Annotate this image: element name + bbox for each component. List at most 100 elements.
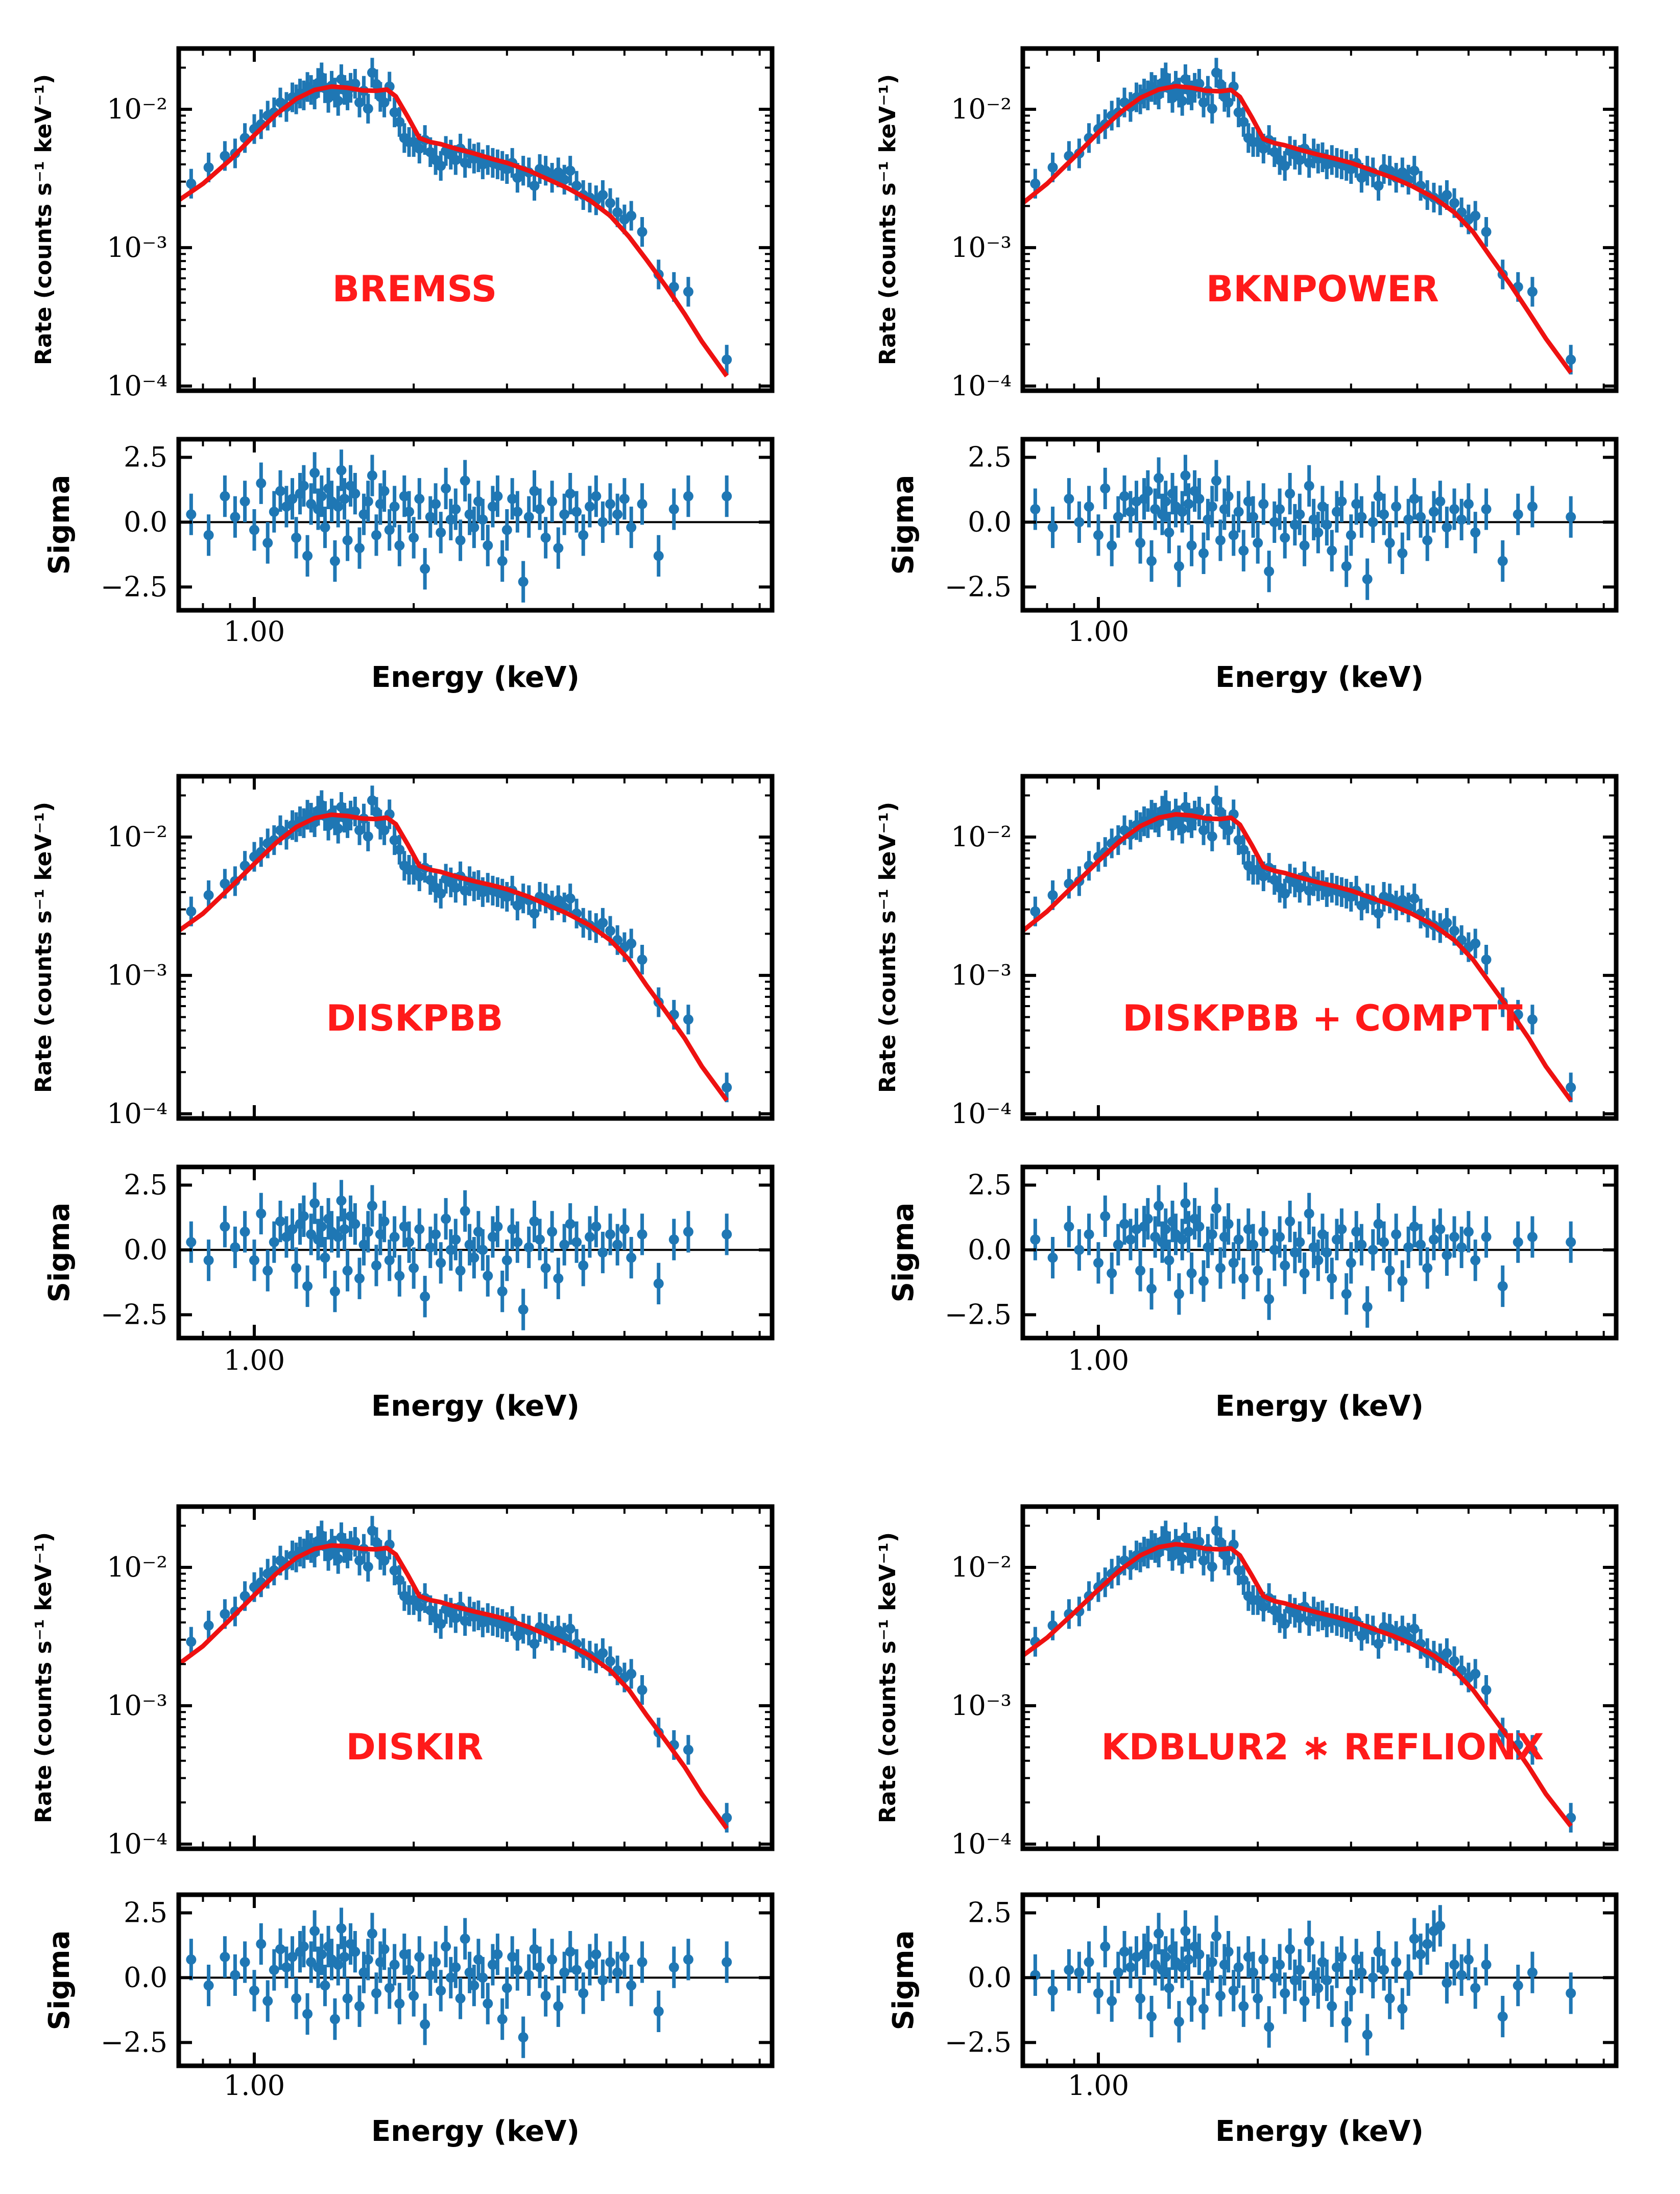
spectrum-point — [1194, 1536, 1205, 1547]
spectrum-point — [1527, 1745, 1538, 1755]
ytick-label: 10⁻⁴ — [951, 1828, 1012, 1860]
spectrum-point — [1449, 1656, 1460, 1666]
spectrum-point — [333, 96, 344, 106]
spectrum-point — [1481, 1685, 1492, 1696]
spectrum-point — [1481, 227, 1492, 237]
residual-point — [384, 1255, 395, 1266]
spectrum-point — [1233, 107, 1244, 118]
residual-point — [1228, 1985, 1239, 1996]
spectrum-point — [1356, 173, 1367, 183]
residual-point — [483, 1998, 493, 2009]
residual-point — [1449, 1960, 1460, 1970]
residual-point — [501, 524, 512, 535]
residual-point — [518, 1304, 529, 1315]
residual-point — [1258, 498, 1269, 509]
spectrum-point — [559, 174, 570, 185]
ytick-label: 10⁻⁴ — [107, 1828, 167, 1860]
residual-point — [441, 1213, 451, 1224]
residual-point — [249, 1985, 259, 1996]
residual-point — [535, 1234, 545, 1245]
top-ylabel: Rate (counts s⁻¹ keV⁻¹) — [875, 1532, 901, 1823]
spectrum-point — [1409, 893, 1420, 904]
spectrum-point — [597, 917, 608, 928]
residual-point — [497, 1286, 508, 1297]
residual-point — [668, 504, 679, 515]
residual-point — [1238, 1273, 1249, 1284]
residual-point — [1299, 1268, 1310, 1279]
spectrum-points — [1030, 58, 1576, 375]
residual-point — [1093, 530, 1103, 540]
residual-point — [492, 491, 503, 502]
residual-point — [281, 501, 292, 512]
bottom-ylabel: Sigma — [887, 475, 920, 575]
residual-point — [409, 1990, 419, 2001]
residual-point — [1142, 1941, 1153, 1952]
residual-point — [404, 1237, 415, 1248]
residual-points — [1030, 455, 1576, 600]
residual-points — [186, 449, 732, 603]
ytick-label: 10⁻⁴ — [951, 1098, 1012, 1130]
residual-points — [186, 1907, 732, 2058]
residual-point — [1194, 1221, 1205, 1232]
residual-point — [450, 1962, 461, 1973]
residual-point — [1397, 548, 1408, 559]
residual-point — [1211, 1931, 1221, 1942]
spectrum-point — [1233, 1565, 1244, 1576]
residual-point — [1180, 470, 1191, 481]
residual-point — [1275, 1232, 1285, 1243]
spectrum-point — [389, 107, 400, 118]
residual-point — [371, 1988, 381, 1998]
spectrum-point — [460, 157, 470, 168]
bottom-ylabel: Sigma — [43, 475, 76, 575]
spectrum-point — [1258, 143, 1269, 154]
residual-point — [430, 1957, 441, 1967]
ytick-label: 10⁻² — [107, 1551, 167, 1583]
residual-point — [1233, 1234, 1244, 1245]
residual-point — [186, 509, 197, 520]
residual-point — [436, 1257, 446, 1268]
ytick-label: 0.0 — [968, 1233, 1012, 1266]
top-axes-frame — [1020, 46, 1619, 393]
residual-point — [414, 1951, 425, 1962]
residual-point — [1160, 1951, 1171, 1962]
panel-4: 10⁻² 10⁻³ 10⁻⁴ Rate (counts s⁻¹ keV⁻¹) DISKP… — [875, 774, 1619, 1423]
residual-point — [1258, 1226, 1269, 1237]
residual-point — [281, 1232, 292, 1243]
residual-point — [1119, 1219, 1130, 1229]
residual-point — [553, 543, 564, 554]
residual-point — [1470, 1983, 1481, 1993]
spectrum-point — [394, 116, 405, 127]
spectrum-point — [1397, 167, 1408, 178]
spectrum-point — [333, 823, 344, 834]
residual-points — [1030, 1182, 1576, 1328]
spectrum-point — [1397, 1625, 1408, 1636]
residual-point — [1313, 1983, 1324, 1993]
residual-point — [1131, 1951, 1142, 1962]
spectrum-point — [512, 900, 523, 911]
residual-point — [320, 1252, 330, 1263]
residual-point — [1113, 512, 1123, 522]
residual-point — [1435, 496, 1446, 507]
ytick-label: 10⁻² — [951, 1551, 1012, 1583]
residual-point — [1391, 501, 1402, 512]
residual-point — [1435, 1224, 1446, 1234]
residual-point — [203, 530, 214, 540]
residual-point — [363, 496, 373, 507]
spectrum-point — [186, 1636, 197, 1647]
spectrum-point — [363, 1561, 373, 1572]
residual-point — [342, 535, 353, 545]
spectrum-point — [1177, 1554, 1188, 1564]
residual-point — [1253, 538, 1263, 548]
top-ylabel: Rate (counts s⁻¹ keV⁻¹) — [31, 1532, 57, 1823]
residual-point — [1135, 1993, 1146, 2004]
residual-point — [1253, 1993, 1263, 2004]
residual-point — [256, 1208, 267, 1219]
top-ylabel: Rate (counts s⁻¹ keV⁻¹) — [875, 74, 901, 365]
spectrum-point — [1223, 825, 1234, 836]
residual-point — [483, 1271, 493, 1281]
spectrum-point — [529, 908, 540, 919]
residual-point — [1107, 540, 1117, 551]
spectrum-point — [1280, 1618, 1290, 1629]
bottom-axes-frame — [176, 1892, 775, 2068]
bottom-ylabel: Sigma — [43, 1203, 76, 1303]
